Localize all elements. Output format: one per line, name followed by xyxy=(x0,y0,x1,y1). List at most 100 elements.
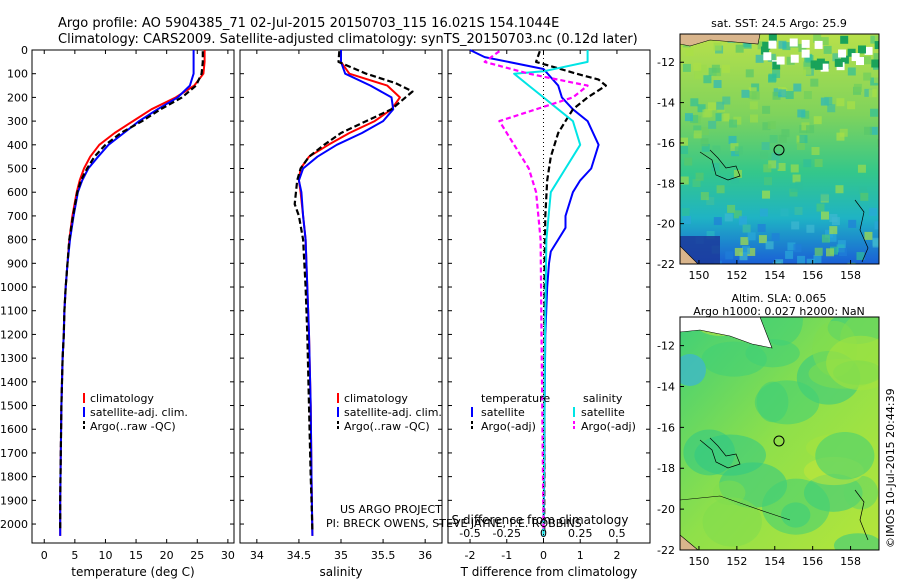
sst-cell xyxy=(838,248,847,257)
legend-s-argo-label: Argo(-adj) xyxy=(581,420,636,433)
sst-cell xyxy=(693,62,702,71)
sst-cell xyxy=(838,49,847,58)
map-x-tick-label: 150 xyxy=(688,555,709,568)
depth-tick-label: 1600 xyxy=(0,423,28,436)
sst-cell xyxy=(871,59,879,68)
sst-cell xyxy=(816,203,825,212)
sst-cell xyxy=(706,230,715,239)
sst-cell xyxy=(806,125,815,134)
sst-cell xyxy=(685,47,694,56)
series-satellite xyxy=(59,50,195,536)
sst-cell xyxy=(765,241,774,250)
sst-cell xyxy=(857,45,866,54)
sst-cell xyxy=(847,48,856,57)
sst-cell xyxy=(763,52,772,61)
sst-cell xyxy=(803,159,812,168)
x-top-tick-label: 0.25 xyxy=(568,527,593,540)
depth-tick-label: 300 xyxy=(7,115,28,128)
temperature-legend: climatology satellite-adj. clim. Argo(..… xyxy=(83,392,188,433)
x-top-tick-label: -0.5 xyxy=(459,527,480,540)
sst-cell xyxy=(840,35,849,44)
sla-map-ticks: 150 152 154 156 158 -12 -14 -16 -18 -20 -22 xyxy=(657,340,861,568)
sst-cell xyxy=(760,46,769,55)
difference-xlabel-top: S difference from climatology xyxy=(452,513,629,527)
depth-tick-label: 400 xyxy=(7,139,28,152)
sst-cell xyxy=(762,41,771,50)
sla-map-title2: Argo h1000: 0.027 h2000: NaN xyxy=(693,305,865,318)
sst-cell xyxy=(747,247,756,256)
sst-cell xyxy=(856,57,865,66)
sst-map-title: sat. SST: 24.5 Argo: 25.9 xyxy=(711,17,847,30)
x-top-tick-label: -0.25 xyxy=(493,527,521,540)
sst-cell xyxy=(777,162,786,171)
x-tick-label: 5 xyxy=(71,549,78,562)
sla-map-title1: Altim. SLA: 0.065 xyxy=(731,292,826,305)
depth-tick-label: 900 xyxy=(7,257,28,270)
sst-cell xyxy=(738,217,747,226)
sst-cell xyxy=(797,255,806,264)
sst-cell xyxy=(698,64,707,73)
x-tick-label: 20 xyxy=(160,549,174,562)
sst-cell xyxy=(810,60,819,69)
x-tick-label: -1 xyxy=(501,549,512,562)
legend-sat-label: satellite-adj. clim. xyxy=(344,406,442,419)
sst-cell xyxy=(801,49,810,58)
sst-cell xyxy=(767,74,776,83)
sst-cell xyxy=(864,231,873,240)
sst-cell xyxy=(683,216,692,225)
depth-tick-label: 1500 xyxy=(0,400,28,413)
sst-cell xyxy=(759,208,768,217)
sst-cell xyxy=(811,147,820,156)
sst-cell xyxy=(790,184,799,193)
sst-cell xyxy=(847,101,856,110)
credits-project: US ARGO PROJECT xyxy=(340,503,442,516)
difference-panel xyxy=(447,49,651,544)
legend-temperature-header: temperature xyxy=(481,392,550,405)
sst-cell xyxy=(775,259,784,264)
series-satellite xyxy=(297,50,395,536)
depth-tick-label: 1800 xyxy=(0,471,28,484)
map-x-tick-label: 152 xyxy=(726,555,747,568)
sst-cell xyxy=(730,143,739,152)
sst-cell xyxy=(797,109,806,118)
sst-cell xyxy=(768,40,777,49)
sst-cell xyxy=(761,142,770,151)
legend-salinity-header: salinity xyxy=(583,392,623,405)
series-s-satellite xyxy=(513,50,589,536)
sst-cell xyxy=(728,135,737,144)
x-tick-label: 36 xyxy=(418,549,432,562)
sst-cell xyxy=(837,240,846,249)
sst-cell xyxy=(780,208,789,217)
sla-argo-marker xyxy=(773,435,785,447)
sst-cell xyxy=(700,138,709,147)
sst-cell xyxy=(729,119,738,128)
sst-cell xyxy=(762,105,771,114)
sla-contour xyxy=(680,495,791,521)
sla-blob xyxy=(754,380,820,425)
sst-cell xyxy=(787,242,796,251)
x-tick-label: 35 xyxy=(334,549,348,562)
x-tick-label: 1 xyxy=(577,549,584,562)
sst-landmass xyxy=(680,245,699,264)
sst-cell xyxy=(826,248,835,257)
sst-cell xyxy=(834,58,843,67)
sla-contour xyxy=(699,437,741,469)
salinity-xlabel: salinity xyxy=(319,565,362,579)
sst-cell xyxy=(873,74,879,83)
depth-tick-label: 100 xyxy=(7,68,28,81)
sst-cell xyxy=(781,129,790,138)
sst-cell xyxy=(771,152,780,161)
sst-cell xyxy=(684,113,693,122)
sst-cell xyxy=(749,114,758,123)
depth-tick-label: 0 xyxy=(21,44,28,57)
depth-tick-label: 1100 xyxy=(0,305,28,318)
sst-cell xyxy=(758,235,767,244)
sst-cell xyxy=(803,61,812,70)
legend-t-argo-label: Argo(-adj) xyxy=(481,420,536,433)
sst-contour xyxy=(854,199,869,263)
sst-cell xyxy=(707,102,716,111)
x-tick-label: 25 xyxy=(190,549,204,562)
sla-blob xyxy=(843,475,879,510)
x-tick-label: 35.5 xyxy=(371,549,396,562)
